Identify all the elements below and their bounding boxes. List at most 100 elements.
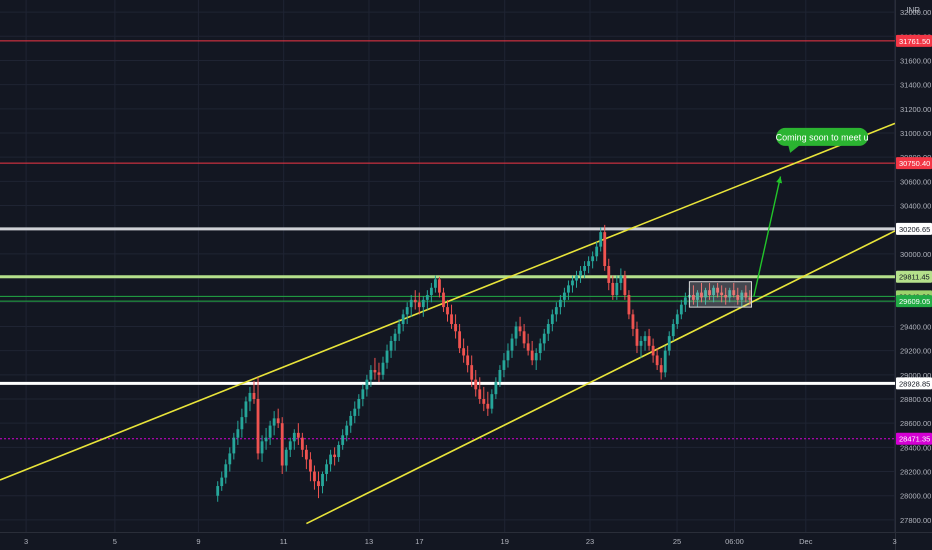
candle-body	[643, 336, 647, 341]
time-tick-label: 13	[365, 537, 373, 546]
candle-body	[530, 350, 534, 361]
candle	[421, 296, 425, 317]
candle-body	[732, 290, 736, 296]
candle	[248, 386, 252, 412]
candle	[470, 355, 474, 387]
candle-body	[373, 369, 377, 373]
candle	[365, 374, 369, 397]
candle	[450, 304, 453, 329]
candle-body	[357, 399, 361, 409]
candle-body	[228, 453, 232, 465]
candle-body	[248, 392, 252, 402]
candle	[692, 285, 695, 305]
price-tick-label: 30400.00	[900, 202, 931, 211]
candle-body	[679, 304, 683, 315]
candle-body	[220, 477, 224, 487]
candle-body	[748, 297, 752, 300]
candle-body	[542, 333, 546, 344]
candle-body	[550, 314, 554, 325]
candle	[458, 324, 462, 354]
candle-body	[405, 307, 409, 315]
candle	[425, 290, 429, 310]
candle	[659, 357, 663, 380]
candle-body	[655, 355, 659, 366]
candle	[667, 331, 671, 356]
candle	[284, 447, 288, 472]
candle-body	[675, 314, 679, 325]
time-axis[interactable]: 3 5 9 11 13 17 19 23 25 06:00 Dec 3	[0, 532, 932, 547]
candle-body	[288, 441, 292, 450]
candle-body	[224, 464, 228, 478]
candle	[300, 432, 304, 458]
candle	[655, 348, 659, 370]
candle	[631, 309, 635, 337]
price-level-label: 28471.35	[899, 435, 930, 444]
candle-body	[296, 432, 300, 438]
price-axis[interactable]: 27800.00 28000.00 28200.00 28400.00 28600.00…	[895, 0, 932, 550]
candle	[635, 321, 639, 354]
candle	[558, 295, 562, 315]
candle	[292, 429, 296, 450]
candle-body	[554, 307, 558, 315]
candle-body	[522, 331, 526, 344]
candle-body	[268, 425, 272, 438]
currency-label: INR	[906, 6, 920, 15]
candle-body	[607, 266, 611, 283]
candle	[490, 389, 494, 414]
candle	[256, 377, 260, 460]
price-level-tag	[896, 295, 932, 308]
time-tick-label: 5	[113, 537, 117, 546]
candle	[296, 423, 300, 445]
candle	[429, 282, 433, 303]
candle	[224, 459, 228, 484]
candle-body	[639, 340, 643, 346]
candle	[361, 384, 365, 407]
candle-body	[397, 324, 401, 334]
candle-body	[724, 295, 728, 298]
price-tick-label: 30000.00	[900, 250, 931, 259]
candle-body	[321, 473, 324, 487]
candle-body	[663, 350, 667, 373]
candle	[696, 290, 699, 308]
candle-body	[619, 275, 623, 283]
candle	[268, 420, 272, 445]
candle	[288, 437, 292, 458]
candle	[228, 447, 232, 472]
candle-body	[377, 372, 381, 375]
candle-body	[385, 350, 389, 363]
candle	[583, 261, 586, 279]
price-tick-label: 31200.00	[900, 105, 931, 114]
price-tick-label: 28200.00	[900, 468, 931, 477]
candle	[716, 282, 720, 298]
price-level-label: 29609.05	[899, 297, 930, 306]
candle-body	[546, 324, 550, 334]
candle	[349, 411, 353, 433]
candle-body	[651, 345, 655, 356]
candle	[591, 251, 595, 269]
candle-body	[337, 444, 341, 458]
candle-body	[611, 282, 615, 296]
time-tick-label: 17	[415, 537, 423, 546]
candle	[272, 411, 276, 436]
candle-body	[647, 336, 651, 346]
candle-body	[482, 399, 486, 404]
candle	[587, 256, 591, 274]
candle	[647, 328, 651, 351]
candle-body	[498, 369, 502, 383]
candle	[309, 452, 312, 482]
candle-body	[329, 454, 332, 465]
candle	[329, 449, 332, 472]
candle-body	[728, 290, 732, 298]
candle	[442, 287, 445, 312]
candle	[506, 343, 510, 368]
price-tick-label: 27800.00	[900, 516, 931, 525]
candle	[260, 435, 264, 462]
candle-body	[458, 331, 462, 349]
candle-body	[252, 392, 256, 399]
candle	[748, 290, 752, 305]
candle-body	[216, 486, 220, 496]
consolidation-box	[688, 281, 752, 308]
price-tick-label: 31400.00	[900, 81, 931, 90]
